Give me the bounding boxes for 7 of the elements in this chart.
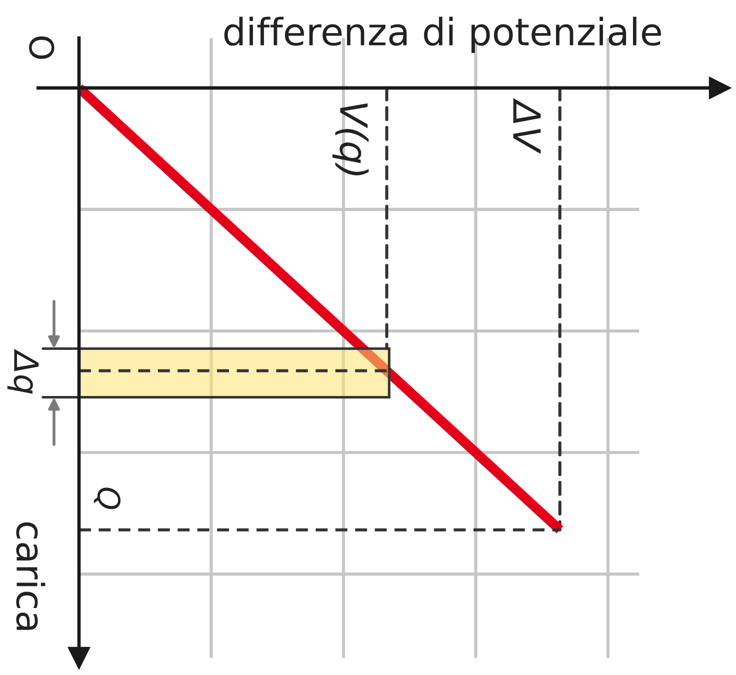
annotation: ΔV: [513, 98, 541, 154]
text: O: [29, 36, 54, 59]
x-axis-title: differenza di potenziale: [224, 16, 661, 54]
annotation: V(q): [332, 103, 369, 176]
band-label: Δq: [7, 348, 39, 394]
y-axis-title: carica: [16, 522, 46, 630]
ref-line-label: Q: [94, 488, 121, 510]
